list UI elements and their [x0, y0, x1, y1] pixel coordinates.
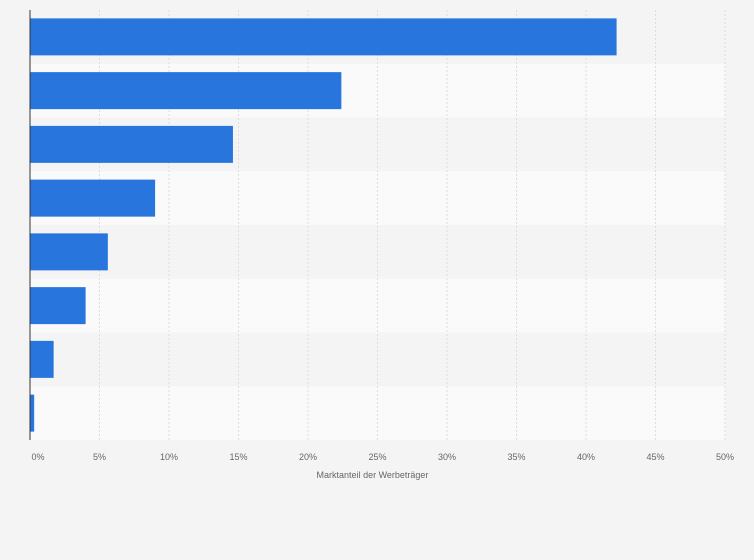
x-tick-label: 45% [646, 452, 664, 462]
bar [30, 287, 86, 325]
bar [30, 340, 54, 378]
x-tick-label: 30% [438, 452, 456, 462]
x-tick-label: 35% [507, 452, 525, 462]
x-tick-label: 5% [93, 452, 106, 462]
x-tick-label: 50% [716, 452, 734, 462]
bar [30, 72, 342, 110]
x-tick-label: 0% [31, 452, 44, 462]
bar [30, 394, 35, 432]
x-tick-label: 10% [160, 452, 178, 462]
x-tick-label: 40% [577, 452, 595, 462]
x-tick-label: 25% [368, 452, 386, 462]
x-axis-title: Marktanteil der Werbeträger [317, 470, 429, 480]
bar [30, 233, 108, 271]
bar [30, 125, 233, 163]
x-tick-label: 15% [229, 452, 247, 462]
bar [30, 18, 617, 56]
bar [30, 179, 156, 217]
x-tick-labels: 0% 5% 10% 15% 20% 25% 30% 35% 40% 45% 50% [31, 452, 734, 462]
x-tick-label: 20% [299, 452, 317, 462]
bars [30, 18, 617, 432]
